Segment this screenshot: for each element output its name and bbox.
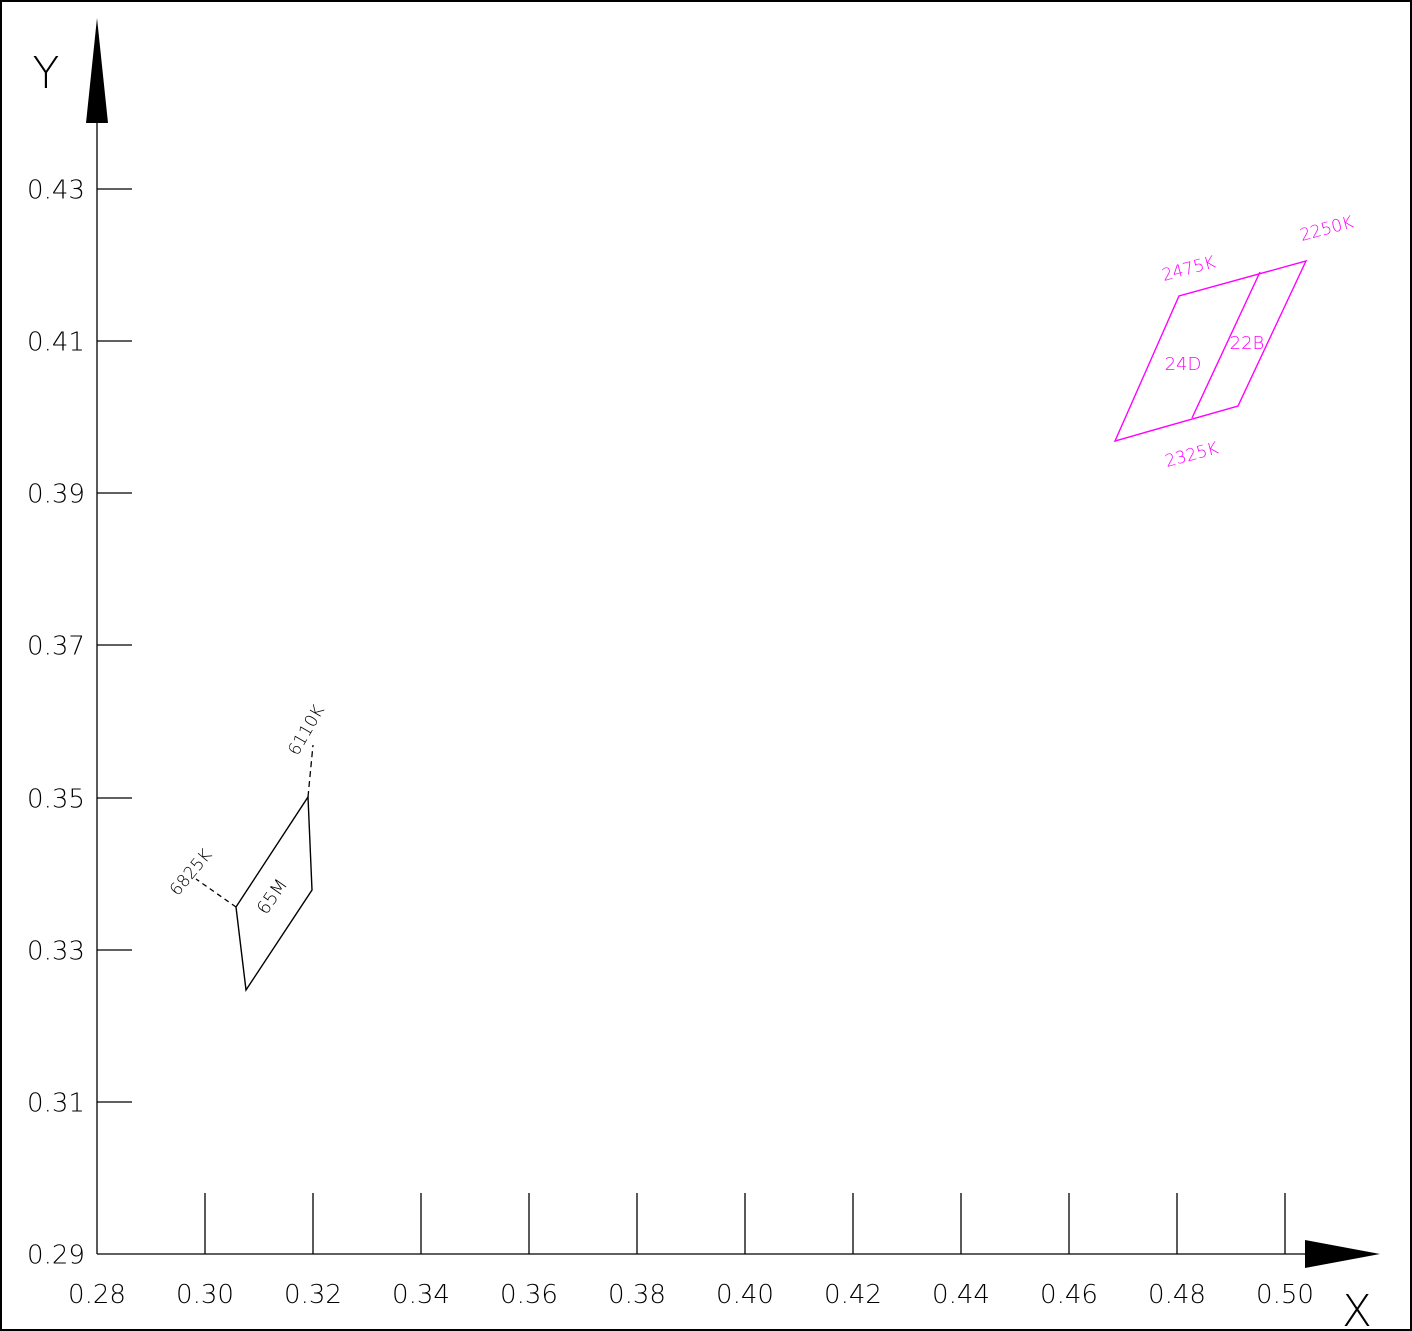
- black-shape: 65M 6825K 6110K: [166, 702, 329, 992]
- x-tick-label: 0.36: [500, 1280, 558, 1310]
- x-tick-label: 0.34: [392, 1280, 450, 1310]
- y-axis-arrow-icon: [86, 18, 108, 123]
- y-tick-label: 0.35: [27, 785, 85, 815]
- x-tick-label: 0.44: [932, 1280, 990, 1310]
- black-shape-corner-label: 6825K: [166, 846, 216, 901]
- black-shape-center-label: 65M: [253, 875, 292, 919]
- y-tick-label: 0.31: [27, 1089, 85, 1119]
- x-tick-label: 0.42: [824, 1280, 882, 1310]
- black-shape-corner-label: 6110K: [284, 702, 329, 759]
- y-ticks: 0.29 0.31 0.33 0.35 0.37 0.39 0.41 0.43: [27, 176, 132, 1271]
- x-tick-label: 0.28: [68, 1280, 126, 1310]
- magenta-divider-line: [1191, 271, 1261, 419]
- y-tick-label: 0.41: [27, 328, 85, 358]
- magenta-edge-label: 2250K: [1298, 212, 1356, 245]
- x-axis-arrow-icon: [1305, 1240, 1380, 1268]
- axes: [96, 120, 1310, 1255]
- magenta-quadrilateral: [1113, 259, 1308, 443]
- black-dashed-leader: [195, 878, 237, 908]
- x-tick-label: 0.30: [176, 1280, 234, 1310]
- x-tick-label: 0.32: [284, 1280, 342, 1310]
- y-tick-label: 0.43: [27, 176, 85, 206]
- x-tick-label: 0.48: [1148, 1280, 1206, 1310]
- x-tick-label: 0.50: [1256, 1280, 1314, 1310]
- black-quadrilateral: [235, 794, 313, 992]
- magenta-shape: 24D 22B 2475K 2250K 2325K: [1113, 212, 1356, 472]
- x-tick-label: 0.38: [608, 1280, 666, 1310]
- magenta-edge-label: 2325K: [1163, 438, 1221, 471]
- y-tick-label: 0.39: [27, 480, 85, 510]
- magenta-region-label: 24D: [1165, 354, 1202, 375]
- x-tick-label: 0.46: [1040, 1280, 1098, 1310]
- x-ticks: 0.28 0.30 0.32 0.34 0.36 0.38 0.40 0.42 …: [68, 1193, 1314, 1310]
- magenta-edge-label: 2475K: [1160, 252, 1218, 285]
- y-tick-label: 0.29: [27, 1241, 85, 1271]
- y-axis-label: Y: [33, 48, 60, 99]
- y-tick-label: 0.33: [27, 937, 85, 967]
- x-tick-label: 0.40: [716, 1280, 774, 1310]
- magenta-region-label: 22B: [1230, 333, 1265, 354]
- black-dashed-leader: [307, 744, 314, 798]
- y-tick-label: 0.37: [27, 632, 85, 662]
- x-axis-label: X: [1342, 1286, 1372, 1331]
